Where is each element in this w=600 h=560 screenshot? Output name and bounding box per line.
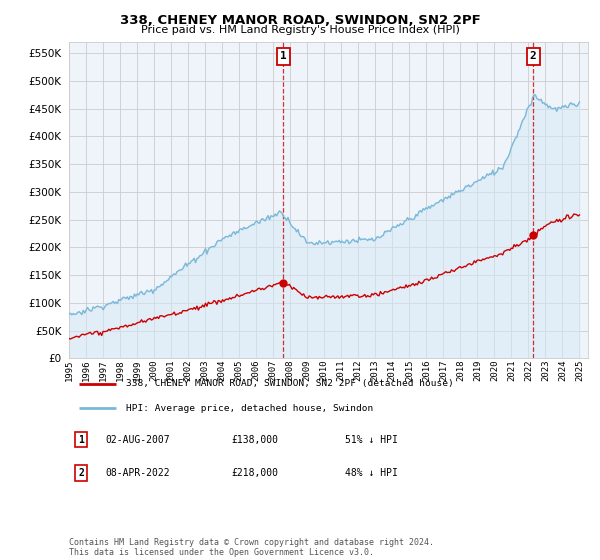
Text: 48% ↓ HPI: 48% ↓ HPI <box>345 468 398 478</box>
Text: Price paid vs. HM Land Registry's House Price Index (HPI): Price paid vs. HM Land Registry's House … <box>140 25 460 35</box>
Text: £138,000: £138,000 <box>231 435 278 445</box>
Text: 08-APR-2022: 08-APR-2022 <box>105 468 170 478</box>
Text: 338, CHENEY MANOR ROAD, SWINDON, SN2 2PF: 338, CHENEY MANOR ROAD, SWINDON, SN2 2PF <box>119 14 481 27</box>
Text: 338, CHENEY MANOR ROAD, SWINDON, SN2 2PF (detached house): 338, CHENEY MANOR ROAD, SWINDON, SN2 2PF… <box>126 380 454 389</box>
Text: Contains HM Land Registry data © Crown copyright and database right 2024.
This d: Contains HM Land Registry data © Crown c… <box>69 538 434 557</box>
Text: 2: 2 <box>530 52 536 62</box>
Text: 02-AUG-2007: 02-AUG-2007 <box>105 435 170 445</box>
Text: 1: 1 <box>280 52 287 62</box>
Text: 1: 1 <box>78 435 84 445</box>
Text: 2: 2 <box>78 468 84 478</box>
Text: HPI: Average price, detached house, Swindon: HPI: Average price, detached house, Swin… <box>126 404 373 413</box>
Text: £218,000: £218,000 <box>231 468 278 478</box>
Text: 51% ↓ HPI: 51% ↓ HPI <box>345 435 398 445</box>
